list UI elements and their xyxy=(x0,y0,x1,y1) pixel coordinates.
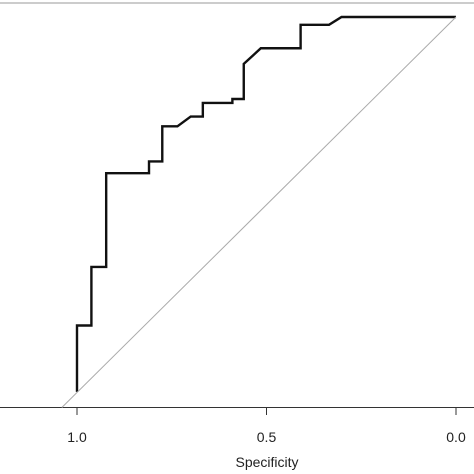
x-axis-ticks: 1.0 0.5 0.0 xyxy=(67,407,466,445)
reference-diagonal-line xyxy=(61,16,457,408)
x-tick-label: 1.0 xyxy=(67,429,87,445)
x-tick-label: 0.5 xyxy=(257,429,277,445)
x-axis-label: Specificity xyxy=(235,454,298,470)
roc-curve-line xyxy=(75,15,456,392)
x-tick-label: 0.0 xyxy=(446,429,466,445)
series-layer xyxy=(61,15,457,408)
